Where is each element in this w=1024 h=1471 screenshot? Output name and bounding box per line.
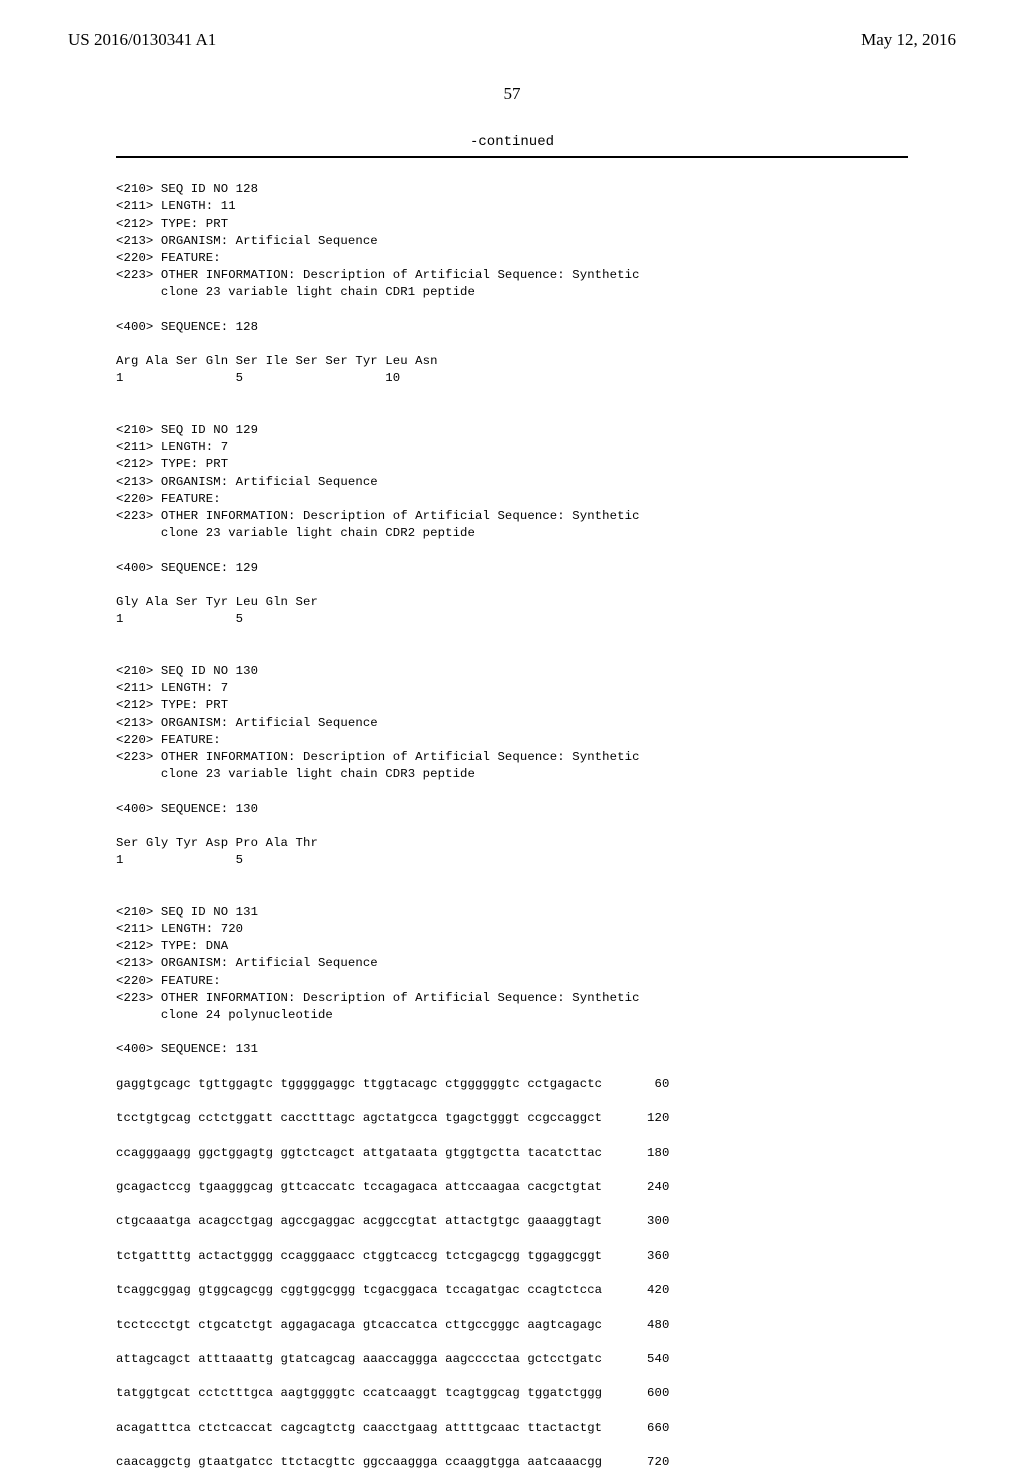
seq130-line: <223> OTHER INFORMATION: Description of …: [116, 750, 640, 764]
seq129-line: <212> TYPE: PRT: [116, 457, 228, 471]
seq131-row: ccagggaagg ggctggagtg ggtctcagct attgata…: [116, 1146, 669, 1160]
seq128-line: <213> ORGANISM: Artificial Sequence: [116, 234, 378, 248]
seq129-line: clone 23 variable light chain CDR2 pepti…: [116, 526, 475, 540]
seq128-line: <210> SEQ ID NO 128: [116, 182, 258, 196]
seq131-row: gaggtgcagc tgttggagtc tgggggaggc ttggtac…: [116, 1077, 669, 1091]
seq129-line: <220> FEATURE:: [116, 492, 221, 506]
seq129-line: <211> LENGTH: 7: [116, 440, 228, 454]
seq131-row: tcaggcggag gtggcagcgg cggtggcggg tcgacgg…: [116, 1283, 669, 1297]
seq131-row: gcagactccg tgaagggcag gttcaccatc tccagag…: [116, 1180, 669, 1194]
seq129-line: <213> ORGANISM: Artificial Sequence: [116, 475, 378, 489]
seq130-line: <210> SEQ ID NO 130: [116, 664, 258, 678]
seq128-line: Arg Ala Ser Gln Ser Ile Ser Ser Tyr Leu …: [116, 354, 438, 368]
seq131-line: <223> OTHER INFORMATION: Description of …: [116, 991, 640, 1005]
page-header: US 2016/0130341 A1 May 12, 2016: [0, 0, 1024, 50]
continued-label: -continued: [0, 134, 1024, 150]
seq128-line: <211> LENGTH: 11: [116, 199, 236, 213]
seq131-line: <211> LENGTH: 720: [116, 922, 243, 936]
seq131-row: attagcagct atttaaattg gtatcagcag aaaccag…: [116, 1352, 669, 1366]
seq128-line: <223> OTHER INFORMATION: Description of …: [116, 268, 640, 282]
seq129-line: 1 5: [116, 612, 243, 626]
seq131-line: <210> SEQ ID NO 131: [116, 905, 258, 919]
seq131-row: caacaggctg gtaatgatcc ttctacgttc ggccaag…: [116, 1455, 669, 1469]
page-number: 57: [0, 84, 1024, 104]
pub-number: US 2016/0130341 A1: [68, 30, 216, 50]
seq131-row: acagatttca ctctcaccat cagcagtctg caacctg…: [116, 1421, 669, 1435]
seq130-line: <213> ORGANISM: Artificial Sequence: [116, 716, 378, 730]
pub-date: May 12, 2016: [861, 30, 956, 50]
seq131-row: tcctgtgcag cctctggatt cacctttagc agctatg…: [116, 1111, 669, 1125]
seq131-line: <400> SEQUENCE: 131: [116, 1042, 258, 1056]
seq130-line: <211> LENGTH: 7: [116, 681, 228, 695]
seq131-line: <212> TYPE: DNA: [116, 939, 228, 953]
seq129-line: <210> SEQ ID NO 129: [116, 423, 258, 437]
seq128-line: <212> TYPE: PRT: [116, 217, 228, 231]
seq128-line: <400> SEQUENCE: 128: [116, 320, 258, 334]
seq129-line: <400> SEQUENCE: 129: [116, 561, 258, 575]
seq130-line: <212> TYPE: PRT: [116, 698, 228, 712]
seq128-line: 1 5 10: [116, 371, 400, 385]
seq130-line: clone 23 variable light chain CDR3 pepti…: [116, 767, 475, 781]
seq131-line: <220> FEATURE:: [116, 974, 221, 988]
seq131-row: tatggtgcat cctctttgca aagtggggtc ccatcaa…: [116, 1386, 669, 1400]
seq131-row: tctgattttg actactgggg ccagggaacc ctggtca…: [116, 1249, 669, 1263]
seq131-line: <213> ORGANISM: Artificial Sequence: [116, 956, 378, 970]
seq131-row: ctgcaaatga acagcctgag agccgaggac acggccg…: [116, 1214, 669, 1228]
seq129-line: Gly Ala Ser Tyr Leu Gln Ser: [116, 595, 318, 609]
seq130-line: 1 5: [116, 853, 243, 867]
seq130-line: <400> SEQUENCE: 130: [116, 802, 258, 816]
sequence-listing: <210> SEQ ID NO 128 <211> LENGTH: 11 <21…: [0, 158, 1024, 1471]
seq128-line: clone 23 variable light chain CDR1 pepti…: [116, 285, 475, 299]
seq130-line: Ser Gly Tyr Asp Pro Ala Thr: [116, 836, 318, 850]
seq130-line: <220> FEATURE:: [116, 733, 221, 747]
seq128-line: <220> FEATURE:: [116, 251, 221, 265]
seq129-line: <223> OTHER INFORMATION: Description of …: [116, 509, 640, 523]
seq131-line: clone 24 polynucleotide: [116, 1008, 333, 1022]
